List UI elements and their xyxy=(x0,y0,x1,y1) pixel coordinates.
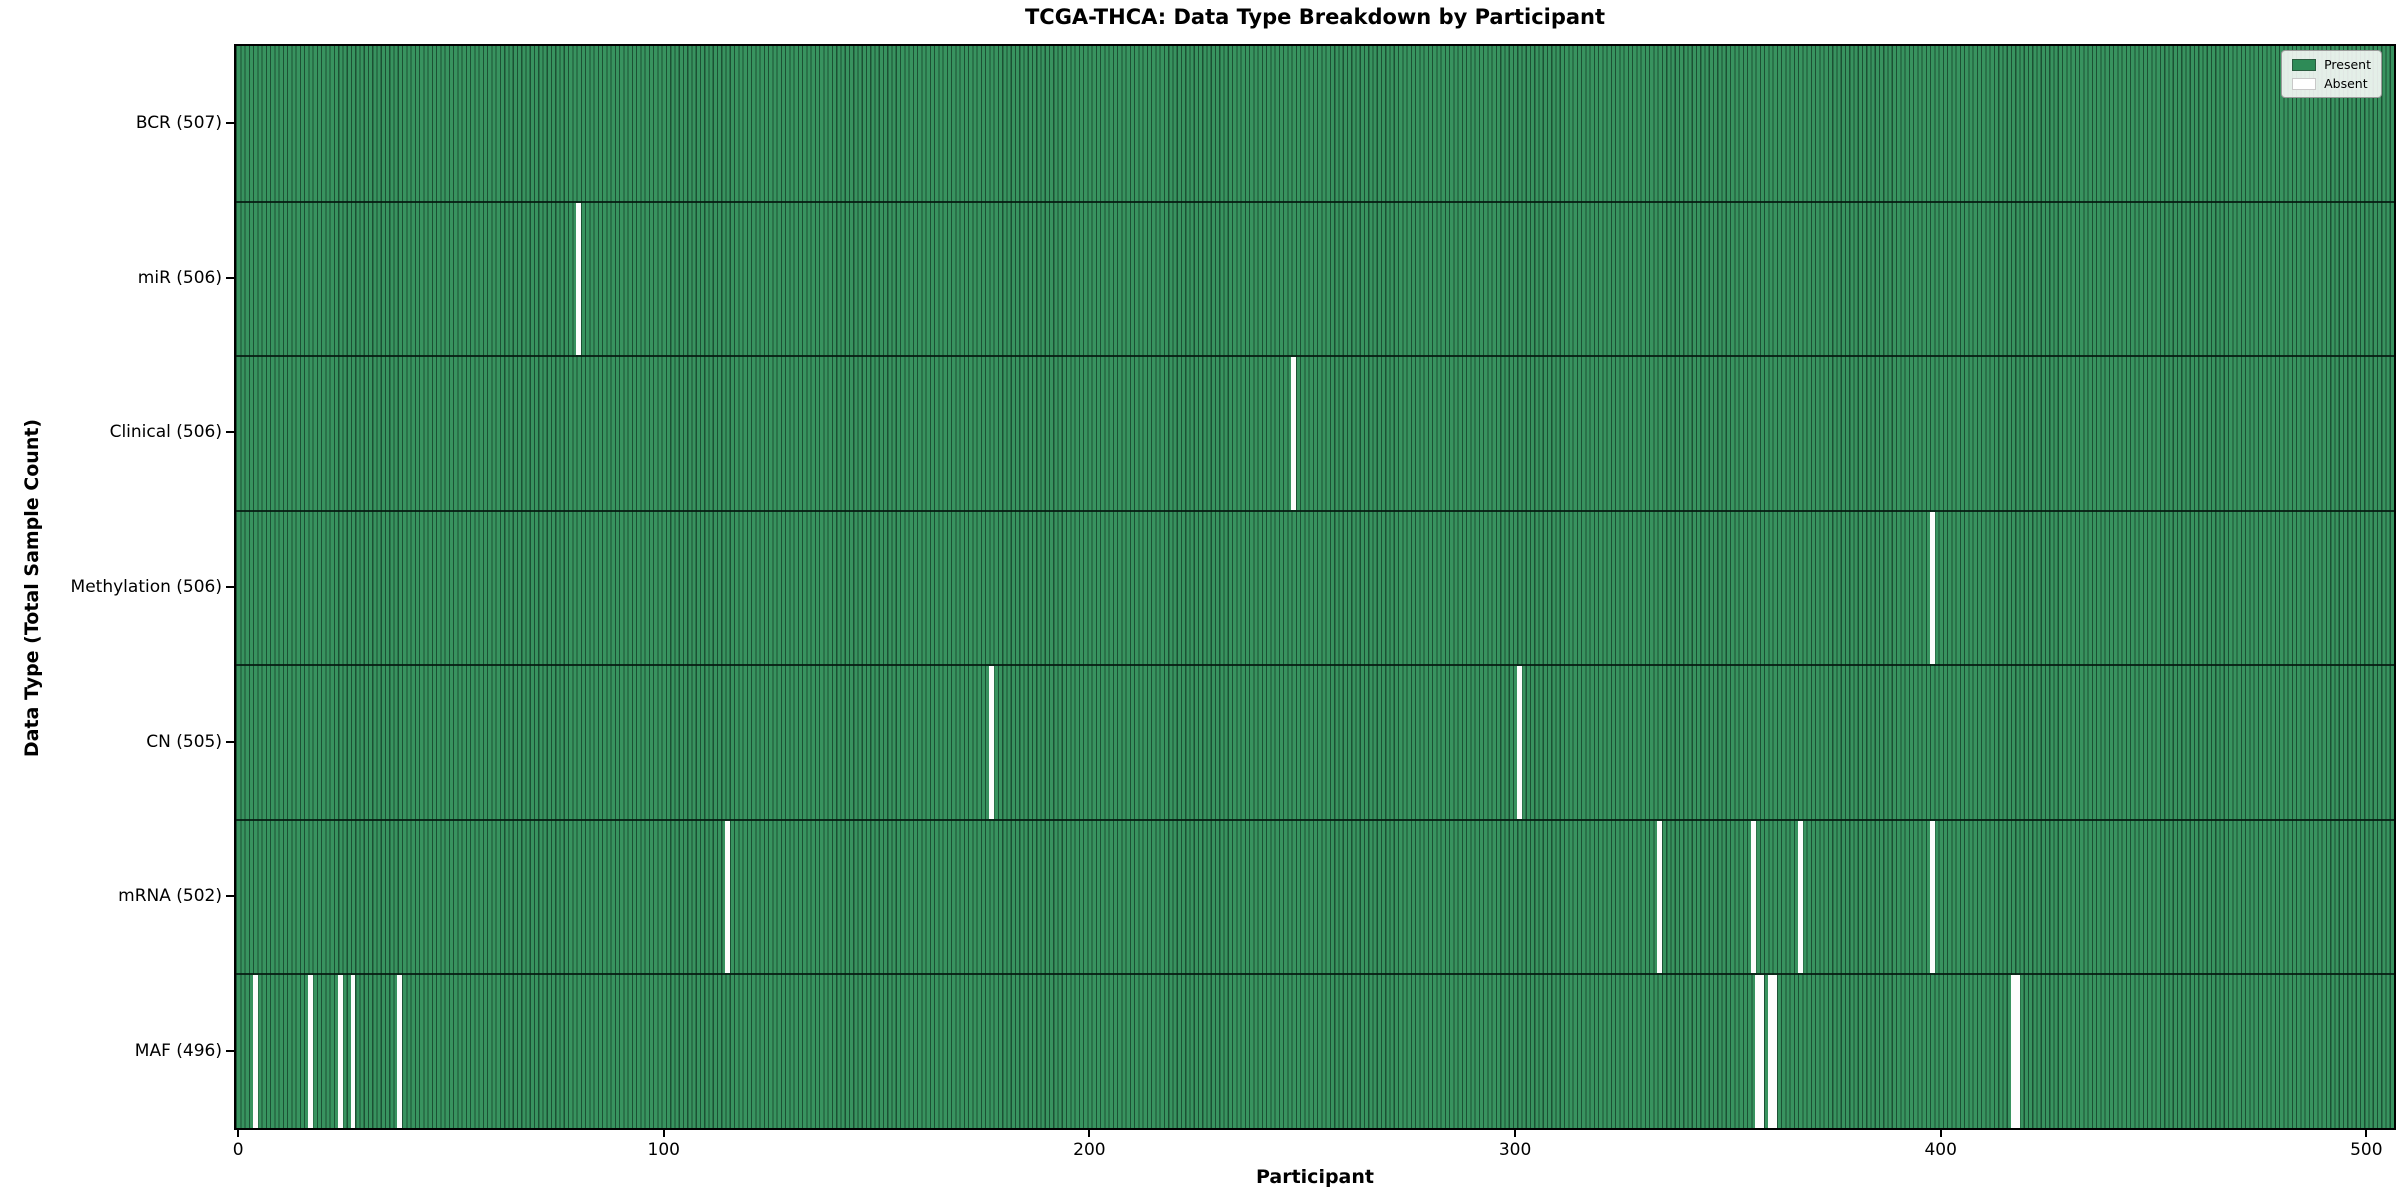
absent-gap xyxy=(2014,975,2020,1128)
y-tick-label: Methylation (506) xyxy=(70,577,222,597)
y-tick-label: CN (505) xyxy=(146,731,222,752)
absent-gap xyxy=(1772,975,1778,1128)
absent-gap xyxy=(1516,666,1522,819)
x-tick-label: 0 xyxy=(232,1140,244,1160)
x-tick-label: 200 xyxy=(1073,1140,1106,1160)
x-tick-mark xyxy=(662,1130,665,1137)
absent-gap xyxy=(725,820,731,974)
y-tick-label: BCR (507) xyxy=(135,113,222,134)
y-tick-mark xyxy=(226,276,234,279)
absent-gap xyxy=(1755,975,1761,1128)
absent-gap xyxy=(1750,820,1756,974)
absent-gap xyxy=(308,975,313,1128)
row-MAF xyxy=(236,973,2394,1128)
absent-gap xyxy=(1291,357,1297,510)
absent-gap xyxy=(989,666,994,819)
legend-entry-absent: Absent xyxy=(2292,76,2371,91)
row-CN xyxy=(236,664,2394,819)
y-tick-mark xyxy=(226,586,234,588)
y-tick-mark xyxy=(226,740,234,743)
x-tick-label: 300 xyxy=(1498,1140,1532,1160)
y-tick-mark xyxy=(226,431,234,434)
absent-gap xyxy=(1929,820,1935,974)
plot-area: Present Absent xyxy=(234,44,2396,1130)
legend-entry-present: Present xyxy=(2292,57,2371,72)
y-tick-label: miR (506) xyxy=(137,267,222,288)
chart-title: TCGA-THCA: Data Type Breakdown by Partic… xyxy=(1024,5,1606,29)
x-tick-label: 100 xyxy=(647,1140,680,1160)
row-miR xyxy=(236,200,2394,356)
legend-label: Present xyxy=(2324,57,2371,72)
absent-gap xyxy=(350,975,356,1128)
row-Clinical xyxy=(236,355,2394,510)
y-tick-mark xyxy=(226,895,234,898)
absent-gap xyxy=(2010,975,2016,1128)
y-tick-label: Clinical (506) xyxy=(109,422,222,443)
x-tick-mark xyxy=(1939,1130,1942,1137)
absent-gap xyxy=(1759,975,1765,1128)
y-tick-label: MAF (496) xyxy=(134,1040,222,1061)
y-tick-mark xyxy=(226,1049,234,1052)
y-tick-mark xyxy=(226,122,234,125)
y-tick-label: mRNA (502) xyxy=(118,886,222,907)
x-tick-label: 500 xyxy=(2350,1140,2383,1160)
row-Methylation xyxy=(236,509,2394,665)
x-tick-mark xyxy=(2365,1130,2368,1137)
row-BCR xyxy=(236,46,2394,201)
absent-gap xyxy=(1768,975,1773,1128)
absent-gap xyxy=(337,975,343,1128)
absent-gap xyxy=(252,975,258,1128)
x-tick-label: 400 xyxy=(1924,1140,1957,1160)
x-tick-mark xyxy=(1088,1130,1091,1137)
row-mRNA xyxy=(236,818,2394,974)
legend-label: Absent xyxy=(2324,76,2368,91)
absent-gap xyxy=(1657,820,1663,974)
legend-swatch-icon xyxy=(2292,77,2317,90)
x-axis-label: Participant xyxy=(1255,1166,1374,1188)
absent-gap xyxy=(1797,820,1803,974)
legend: Present Absent xyxy=(2281,50,2382,98)
absent-gap xyxy=(1929,511,1935,665)
x-tick-mark xyxy=(1514,1130,1517,1137)
x-tick-mark xyxy=(237,1130,240,1137)
absent-gap xyxy=(576,202,582,356)
absent-gap xyxy=(397,975,403,1128)
legend-swatch-icon xyxy=(2292,58,2317,71)
